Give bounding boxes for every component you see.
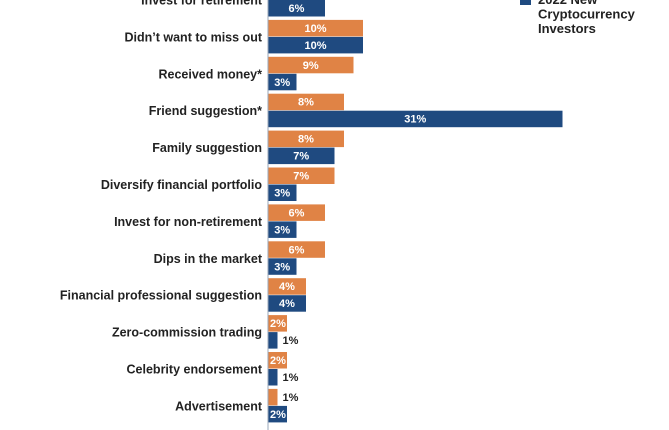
- data-label: 2%: [270, 318, 286, 330]
- data-label: 3%: [274, 224, 290, 236]
- data-label: 8%: [298, 134, 314, 146]
- category-label: Zero-commission trading: [112, 326, 262, 340]
- data-label: 2%: [270, 409, 286, 421]
- data-label: 4%: [279, 281, 295, 293]
- bar-orange: [268, 352, 287, 369]
- bar-orange: [268, 167, 335, 184]
- data-label: 7%: [293, 151, 309, 163]
- bar-orange: [268, 278, 306, 295]
- bar-orange: [268, 130, 344, 148]
- category-label: Received money*: [158, 67, 262, 81]
- bar-blue: [268, 73, 297, 91]
- bar-blue: [268, 0, 325, 17]
- bar-orange: [268, 241, 325, 258]
- data-label: 10%: [304, 40, 326, 52]
- bar-blue: [268, 405, 287, 423]
- bar-orange: [268, 93, 344, 111]
- category-label: Friend suggestion*: [149, 104, 262, 118]
- bar-blue: [268, 147, 335, 165]
- category-label: Financial professional suggestion: [60, 289, 262, 303]
- bar-blue: [268, 184, 297, 201]
- bar-orange: [268, 56, 354, 74]
- category-label: Invest for retirement: [141, 0, 263, 8]
- category-label: Didn’t want to miss out: [125, 30, 263, 44]
- data-label: 6%: [289, 207, 305, 219]
- legend-label: Investors: [538, 21, 596, 36]
- bar-orange: [268, 315, 287, 332]
- category-label: Celebrity endorsement: [127, 363, 263, 377]
- bar-blue: [268, 221, 297, 238]
- bar-blue: [268, 332, 278, 349]
- category-label: Diversify financial portfolio: [101, 178, 263, 192]
- data-label: 1%: [283, 372, 299, 384]
- category-label: Invest for non-retirement: [114, 215, 263, 229]
- legend-label: Cryptocurrency: [538, 7, 636, 22]
- data-label: 2%: [270, 355, 286, 367]
- data-label: 1%: [283, 392, 299, 404]
- bar-orange: [268, 388, 278, 406]
- bar-blue: [268, 369, 278, 386]
- data-label: 1%: [283, 335, 299, 347]
- data-label: 9%: [303, 60, 319, 72]
- data-label: 31%: [404, 114, 426, 126]
- bar-blue: [268, 36, 363, 54]
- legend-label: 2022 New: [538, 0, 598, 7]
- data-label: 7%: [293, 171, 309, 183]
- bar-blue: [268, 110, 563, 128]
- bar-orange: [268, 204, 325, 221]
- bar-blue: [268, 295, 306, 312]
- category-label: Family suggestion: [152, 141, 262, 155]
- data-label: 6%: [289, 244, 305, 256]
- data-label: 10%: [304, 23, 326, 35]
- data-label: 3%: [274, 188, 290, 200]
- data-label: 3%: [274, 261, 290, 273]
- bar-orange: [268, 19, 363, 37]
- data-label: 6%: [289, 3, 305, 15]
- data-label: 4%: [279, 298, 295, 310]
- category-label: Advertisement: [175, 399, 263, 413]
- data-label: 3%: [274, 77, 290, 89]
- category-label: Dips in the market: [154, 252, 263, 266]
- legend-swatch-blue: [520, 0, 531, 5]
- data-label: 8%: [298, 97, 314, 109]
- bar-blue: [268, 258, 297, 275]
